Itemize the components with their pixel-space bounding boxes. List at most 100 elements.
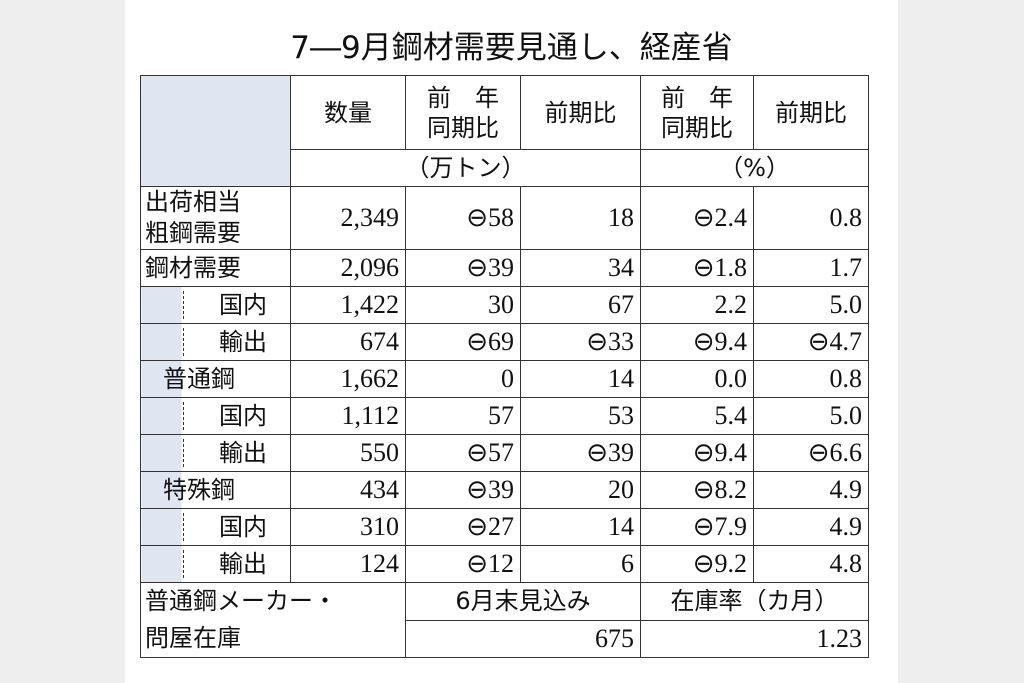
row-label: 国内 [140,508,291,546]
value-cell: 30 [405,286,521,324]
value-cell: ⊖39 [520,434,641,472]
value-cell: 4.9 [753,508,869,546]
cell-text: 国内 [219,401,267,430]
footer-head: 6月末見込み [405,582,641,621]
data-table: 数量前 年同期比 前期比前 年同期比 前期比 （万トン） （%） 出荷相当 粗鋼需要 2,34… [140,75,869,658]
value-cell: 5.0 [753,286,869,324]
value-cell: ⊖33 [520,323,641,361]
data-row: 普通鋼 1,662 0 14 0.0 0.8 [140,360,869,398]
cell-text: 国内 [219,512,267,541]
data-row: 輸出 674 ⊖69 ⊖33 ⊖9.4 ⊖4.7 [140,323,869,361]
footer-label: 普通鋼メーカー・ 問屋在庫 [140,582,406,658]
value-cell: 53 [520,397,641,435]
value-cell: 1.7 [753,249,869,287]
cell-text: 出荷相当 [145,188,241,216]
data-row: 出荷相当 粗鋼需要 2,349 ⊖58 18 ⊖2.4 0.8 [140,186,869,250]
value-cell: ⊖58 [405,186,521,250]
data-row: 国内 1,422 30 67 2.2 5.0 [140,286,869,324]
value-cell: 550 [290,434,406,472]
data-row: 輸出 124 ⊖12 6 ⊖9.2 4.8 [140,545,869,583]
value-cell: 57 [405,397,521,435]
value-cell: 18 [520,186,641,250]
cell-text: 前 年 [427,83,499,112]
value-cell: ⊖9.2 [640,545,754,583]
header-row: 数量前 年同期比 前期比前 年同期比 前期比 [140,75,869,187]
value-cell: ⊖39 [405,249,521,287]
title: 7―9月鋼材需要見通し、経産省 [290,30,733,66]
footer-value: 675 [405,619,641,658]
header-cell: 前期比 [753,75,869,150]
value-cell: 4.9 [753,471,869,509]
data-row: 鋼材需要 2,096 ⊖39 34 ⊖1.8 1.7 [140,249,869,287]
header-cell: 前期比 [520,75,641,150]
unit-cell: （万トン） [290,149,641,187]
row-label: 輸出 [140,545,291,583]
cell-text: 同期比 [427,113,499,142]
value-cell: 6 [520,545,641,583]
value-cell: ⊖4.7 [753,323,869,361]
value-cell: 0.8 [753,360,869,398]
row-label: 出荷相当 粗鋼需要 [140,186,291,250]
row-label: 鋼材需要 [140,249,291,287]
value-cell: ⊖39 [405,471,521,509]
value-cell: ⊖69 [405,323,521,361]
data-row: 国内 310 ⊖27 14 ⊖7.9 4.9 [140,508,869,546]
cell-text: 前期比 [775,98,847,127]
value-cell: 5.4 [640,397,754,435]
value-cell: 14 [520,360,641,398]
cell-text: 輸出 [219,327,267,356]
cell-text: 問屋在庫 [145,624,241,652]
footer-row: 675 1.23 [141,619,869,658]
unit-row: （万トン） （%） [141,149,869,187]
value-cell: 434 [290,471,406,509]
value-cell: ⊖8.2 [640,471,754,509]
footer-head: 在庫率（カ月） [640,582,869,621]
cell-text: 鋼材需要 [145,253,241,282]
value-cell: 2.2 [640,286,754,324]
value-cell: 34 [520,249,641,287]
data-row: 国内 1,112 57 53 5.4 5.0 [140,397,869,435]
row-label: 国内 [140,286,291,324]
cell-text: 数量 [324,98,372,127]
value-cell: 0.0 [640,360,754,398]
value-cell: 2,349 [290,186,406,250]
value-cell: ⊖9.4 [640,434,754,472]
row-label: 普通鋼 [140,360,291,398]
data-row: 特殊鋼 434 ⊖39 20 ⊖8.2 4.9 [140,471,869,509]
footer-row: 普通鋼メーカー・ 問屋在庫 6月末見込み 在庫率（カ月） [140,582,869,658]
value-cell: ⊖9.4 [640,323,754,361]
value-cell: 0 [405,360,521,398]
value-cell: ⊖57 [405,434,521,472]
header-cell: 前 年同期比 [640,75,754,150]
value-cell: 124 [290,545,406,583]
value-cell: ⊖12 [405,545,521,583]
value-cell: 2,096 [290,249,406,287]
value-cell: ⊖6.6 [753,434,869,472]
value-cell: 674 [290,323,406,361]
row-label: 輸出 [140,434,291,472]
cell-text: 特殊鋼 [163,475,235,504]
header-cell: 数量 [290,75,406,150]
value-cell: 0.8 [753,186,869,250]
data-row: 輸出 550 ⊖57 ⊖39 ⊖9.4 ⊖6.6 [140,434,869,472]
value-cell: ⊖27 [405,508,521,546]
row-label: 特殊鋼 [140,471,291,509]
value-cell: 5.0 [753,397,869,435]
cell-text: 国内 [219,290,267,319]
value-cell: 20 [520,471,641,509]
value-cell: ⊖7.9 [640,508,754,546]
value-cell: 14 [520,508,641,546]
cell-text: 前期比 [544,98,617,127]
value-cell: 1,422 [290,286,406,324]
value-cell: 1,112 [290,397,406,435]
value-cell: 4.8 [753,545,869,583]
cell-text: 普通鋼 [163,364,235,393]
cell-text: 同期比 [661,113,733,142]
row-label: 国内 [140,397,291,435]
value-cell: 67 [520,286,641,324]
cell-text: 前 年 [661,83,733,112]
corner-cell [140,75,291,187]
value-cell: ⊖2.4 [640,186,754,250]
value-cell: 310 [290,508,406,546]
